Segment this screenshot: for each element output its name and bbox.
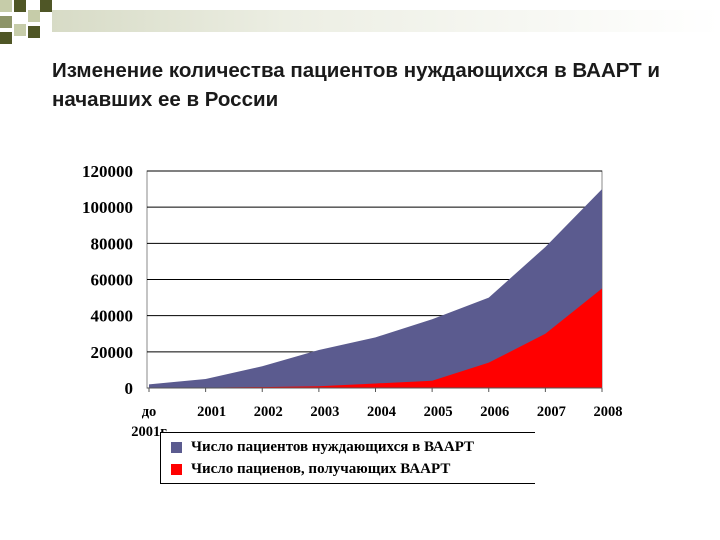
header-gradient-bar [52,10,720,32]
y-tick-label: 20000 [91,343,134,362]
deco-square [0,32,12,44]
x-tick-label: 2002 [254,404,283,420]
deco-square [0,0,12,12]
legend-item-need: Число пациентов нуждающихся в ВААРТ [171,437,474,457]
x-tick-label: 2007 [537,404,566,420]
x-tick-label: 2006 [480,404,509,420]
y-tick-label: 40000 [91,307,134,326]
legend-item-receive: Число пациенов, получающих ВААРТ [171,459,450,479]
deco-square [0,16,12,28]
y-tick-label: 100000 [82,198,133,217]
x-tick-label: до 2001г [131,404,167,440]
area-chart: 0 20000 40000 60000 80000 100000 120000 до 2001… [82,162,623,440]
series-area-receive [149,288,602,388]
x-tick-label: 2003 [310,404,339,420]
deco-square [28,10,40,22]
x-axis-ticks: до 2001г 2001 2002 2003 2004 2005 2006 2007 2008 [131,388,623,440]
y-tick-label: 80000 [91,234,134,253]
x-tick-label: 2004 [367,404,396,420]
y-tick-label: 120000 [82,162,133,181]
legend-swatch-receive [171,463,182,475]
y-axis-ticks: 0 20000 40000 60000 80000 100000 120000 [82,162,133,398]
x-tick-label: 2001 [197,404,226,420]
y-tick-label: 60000 [91,271,134,290]
legend: Число пациентов нуждающихся в ВААРТ Числ… [160,432,535,484]
legend-swatch-need [171,441,182,453]
series-area-need [149,189,602,388]
x-tick-label: 2008 [594,404,623,420]
deco-square [14,24,26,36]
deco-square [40,0,52,12]
x-tick-label: 2005 [424,404,453,420]
legend-label-need: Число пациентов нуждающихся в ВААРТ [191,438,475,455]
y-tick-label: 0 [125,379,134,398]
slide-title: Изменение количества пациентов нуждающих… [52,59,660,111]
decorative-header [0,0,720,60]
legend-label-receive: Число пациенов, получающих ВААРТ [191,460,451,477]
deco-square [14,0,26,12]
deco-square [28,26,40,38]
